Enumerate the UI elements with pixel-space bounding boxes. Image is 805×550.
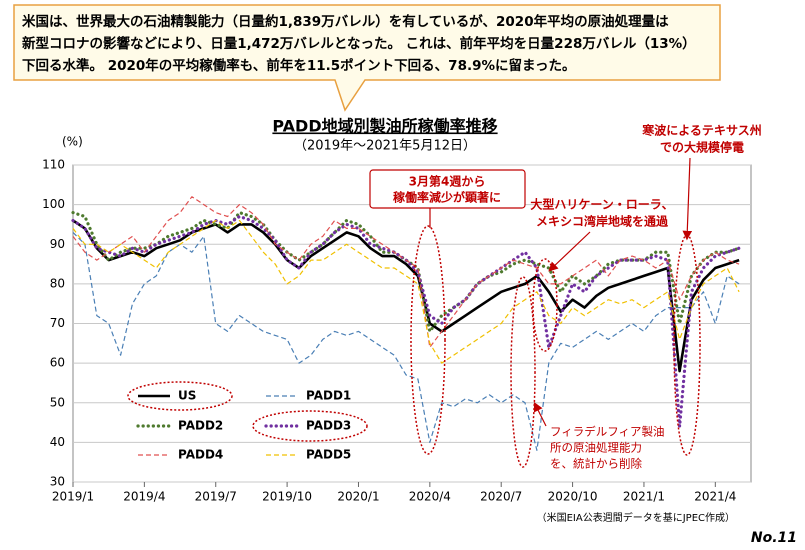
x-tick-label: 2019/1 [52,490,94,504]
x-tick-label: 2019/10 [262,490,312,504]
legend-label: PADD3 [306,419,351,433]
highlight-ellipse [532,258,558,352]
annotation-arrow [682,157,693,241]
callout-box [13,4,721,112]
legend-label: PADD5 [306,448,351,462]
annotation-text: 所の原油処理能力 [550,441,642,455]
legend-label: PADD2 [178,419,223,433]
annotation-arrow [533,401,547,427]
x-tick-label: 2020/7 [480,490,522,504]
annotation-text: 稼働率減少が顕著に [393,190,501,205]
x-tick-label: 2021/1 [623,490,665,504]
source-note: （米国EIA公表週間データを基にJPEC作成） [537,511,735,524]
callout-line: 新型コロナの影響などにより、日量1,472万バレルとなった。 これは、前年平均を… [22,35,696,52]
annotation-text: 寒波によるテキサス州 [641,123,761,138]
x-tick-label: 2019/7 [195,490,237,504]
x-tick-label: 2019/4 [123,490,165,504]
y-tick-label: 70 [50,316,65,330]
y-tick-label: 50 [50,395,65,409]
y-tick-label: 60 [50,356,65,370]
callout-line: 下回る水準。 2020年の平均稼働率も、前年を11.5ポイント下回る、78.9%… [22,57,575,74]
callout-line: 米国は、世界最大の石油精製能力（日量約1,839万バレル）を有しているが、202… [22,13,669,30]
annotation-text: 大型ハリケーン・ローラ、 [530,197,673,212]
callout: 米国は、世界最大の石油精製能力（日量約1,839万バレル）を有しているが、202… [13,4,721,112]
chart-subtitle: （2019年～2021年5月12日） [294,139,476,154]
y-tick-label: 40 [50,435,65,449]
annotation-text: フィラデルフィア製油 [550,425,665,439]
x-tick-label: 2020/4 [409,490,451,504]
series-line [72,196,740,348]
page-number: No.11 [751,530,797,546]
plot: 30 40 50 60 70 80 90 100 110 2019/1 2019/4 2019/7 20… [42,158,752,504]
x-tick-label: 2021/4 [694,490,736,504]
y-axis-label: (%) [62,135,83,149]
legend-ellipse [252,410,368,442]
legend-label: PADD1 [306,389,351,403]
highlight-ellipse [410,225,446,455]
annotation-text: を、統計から削除 [550,457,642,471]
annotation-box [369,169,526,209]
y-tick-label: 30 [50,475,65,489]
x-tick-label: 2020/1 [337,490,379,504]
x-tick-label: 2020/10 [548,490,598,504]
legend-label: PADD4 [178,448,223,462]
legend-label: US [178,389,196,403]
annotations: 3月第4週から 稼働率減少が顕著に 大型ハリケーン・ローラ、 メキシコ湾岸地域を… [127,123,762,471]
legend-ellipse [127,381,233,411]
y-tick-label: 100 [42,197,65,211]
annotation-text: 3月第4週から [409,174,486,189]
highlight-ellipse [510,276,536,468]
y-tick-label: 80 [50,276,65,290]
y-tick-label: 110 [42,158,65,172]
series-line [72,219,740,373]
annotation-text: メキシコ湾岸地域を通過 [536,214,669,229]
series-line [72,231,740,451]
chart-title: PADD地域別製油所稼働率推移 [272,117,497,136]
annotation-text: での大規模停電 [660,140,744,155]
y-tick-label: 90 [50,237,65,251]
annotation-arrow [548,231,591,272]
